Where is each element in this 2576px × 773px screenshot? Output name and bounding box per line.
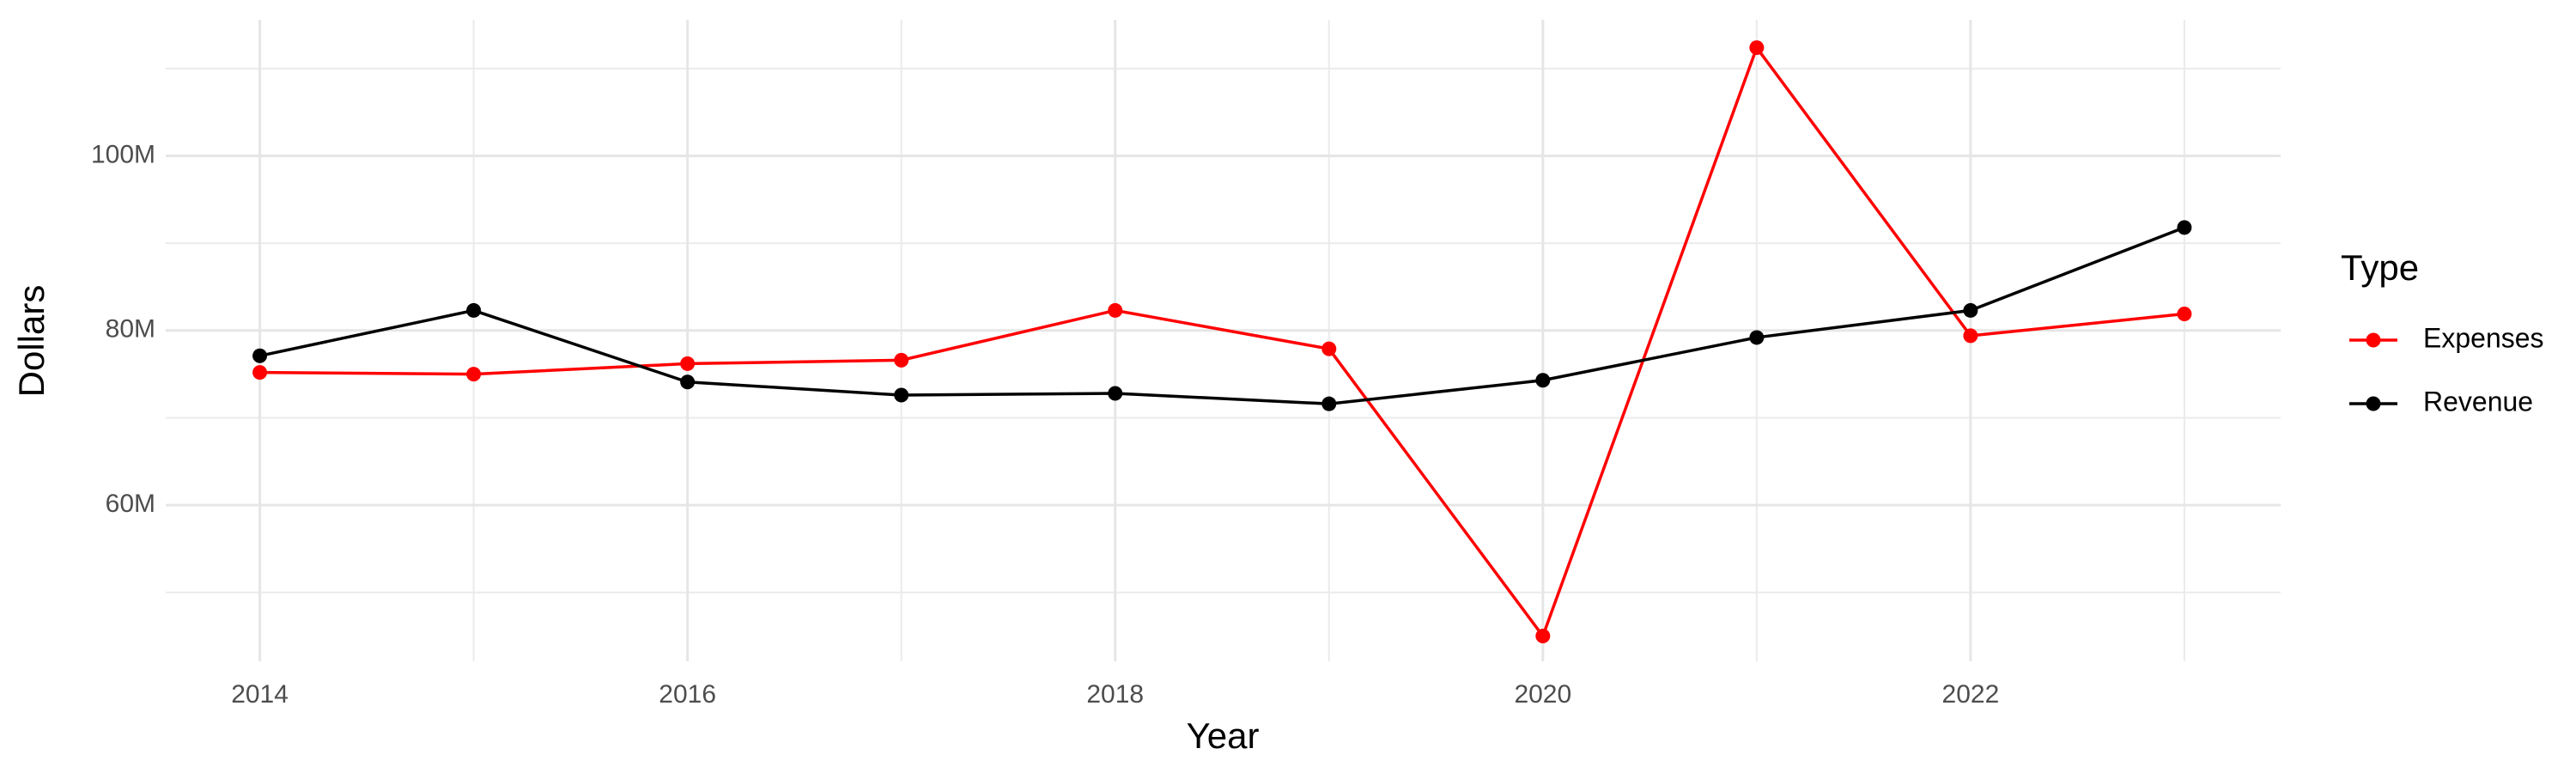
data-point — [2177, 220, 2192, 235]
data-point — [1963, 328, 1978, 344]
x-tick-label: 2016 — [659, 680, 716, 709]
x-tick-label: 2018 — [1086, 680, 1144, 709]
y-tick-label: 80M — [106, 315, 155, 344]
data-point — [252, 365, 268, 380]
data-point — [2177, 307, 2192, 322]
x-tick-label: 2022 — [1942, 680, 2000, 709]
data-point — [1321, 396, 1337, 411]
data-point — [252, 348, 268, 363]
data-point — [894, 387, 909, 403]
data-point — [466, 367, 482, 382]
data-point — [1535, 373, 1551, 388]
series-line — [259, 44, 2185, 640]
legend-key-point — [2366, 396, 2381, 411]
data-point — [1321, 341, 1337, 356]
data-point — [1749, 40, 1765, 56]
data-point — [1108, 302, 1123, 318]
legend-key-point — [2366, 332, 2381, 348]
data-point — [680, 374, 696, 390]
x-tick-label: 2020 — [1514, 680, 1571, 709]
data-point — [1963, 302, 1978, 318]
data-point — [1535, 629, 1551, 644]
data-point — [894, 352, 909, 368]
legend-label: Expenses — [2423, 322, 2544, 353]
x-tick-label: 2014 — [231, 680, 289, 709]
y-tick-label: 60M — [106, 490, 155, 518]
series-line — [259, 226, 2185, 405]
legend-label: Revenue — [2423, 386, 2533, 417]
legend-title: Type — [2341, 247, 2419, 288]
y-tick-label: 100M — [91, 140, 155, 168]
data-point — [1108, 386, 1123, 401]
y-axis-title: Dollars — [11, 285, 52, 398]
data-point — [466, 302, 482, 318]
data-point — [680, 356, 696, 371]
data-point — [1749, 330, 1765, 345]
x-axis-title: Year — [1187, 715, 1260, 756]
